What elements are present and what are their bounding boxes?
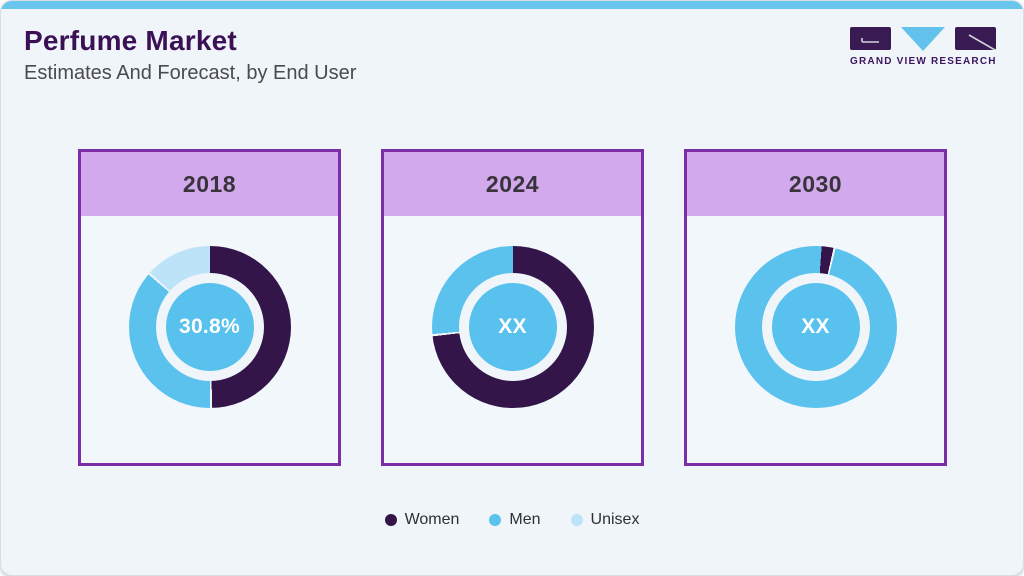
card-body-2018: 30.8% [81, 216, 338, 463]
card-header-2018: 2018 [81, 152, 338, 216]
logo-marks [850, 27, 996, 51]
donut-center: 30.8% [165, 283, 254, 371]
year-cards: 2018 30.8% 2024 [78, 149, 947, 466]
donut-chart-2024: XX [431, 246, 594, 408]
card-header-2024: 2024 [384, 152, 641, 216]
card-body-2030: XX [687, 216, 944, 463]
year-card-2018: 2018 30.8% [78, 149, 341, 466]
donut-chart-2030: XX [734, 246, 897, 408]
legend-item-unisex: Unisex [570, 511, 640, 529]
logo-r-glyph [968, 34, 996, 50]
legend-label-unisex: Unisex [590, 511, 640, 528]
legend-dot-women [384, 514, 397, 526]
legend-dot-unisex [570, 514, 583, 526]
legend-label-women: Women [404, 511, 460, 528]
legend-label-men: Men [509, 511, 541, 528]
logo-r-icon [955, 27, 996, 50]
donut-center-label: XX [498, 315, 527, 338]
legend-item-men: Men [489, 511, 541, 529]
donut-chart-2018: 30.8% [128, 246, 291, 408]
logo-v-icon [901, 27, 945, 51]
donut-center: XX [468, 283, 557, 371]
card-header-2030: 2030 [687, 152, 944, 216]
year-label: 2024 [485, 170, 540, 197]
year-label: 2030 [788, 170, 843, 197]
legend-item-women: Women [384, 511, 460, 529]
chart-legend: Women Men Unisex [1, 511, 1023, 529]
header-titles: Perfume Market Estimates And Forecast, b… [24, 25, 356, 85]
logo-wordmark: GRAND VIEW RESEARCH [850, 56, 997, 67]
top-accent-bar [1, 1, 1023, 9]
page-title: Perfume Market [24, 25, 237, 56]
logo-g-icon [850, 27, 891, 50]
year-card-2030: 2030 XX [684, 149, 947, 466]
logo-g-glyph [861, 38, 879, 43]
donut-center: XX [771, 283, 860, 371]
legend-dot-men [489, 514, 502, 526]
gvr-logo: GRAND VIEW RESEARCH [850, 27, 996, 67]
donut-center-label: 30.8% [178, 315, 241, 338]
year-label: 2018 [182, 170, 237, 197]
card-body-2024: XX [384, 216, 641, 463]
donut-center-label: XX [801, 315, 830, 338]
year-card-2024: 2024 XX [381, 149, 644, 466]
page-subtitle: Estimates And Forecast, by End User [24, 62, 357, 84]
